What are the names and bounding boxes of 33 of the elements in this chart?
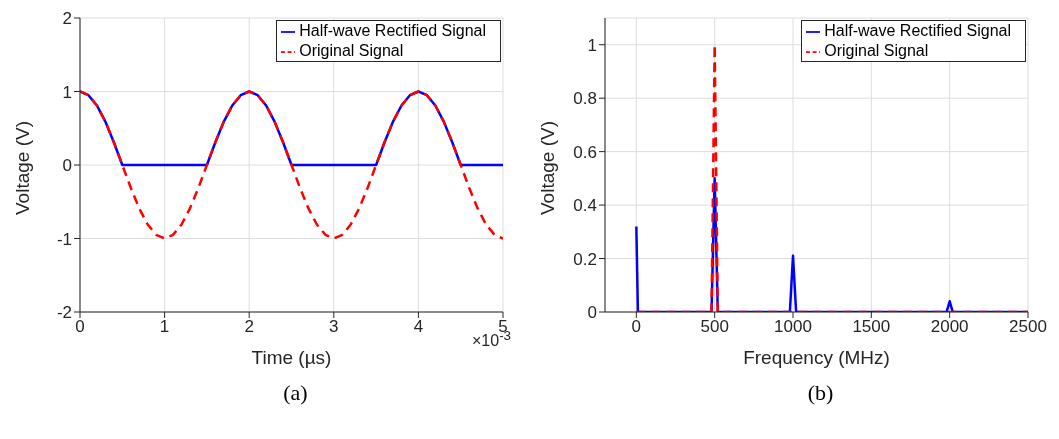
y-tick-label: 0 <box>62 156 72 176</box>
x-axis-title: Frequency (MHz) <box>743 347 890 368</box>
y-tick-label: 1 <box>62 82 72 102</box>
text: (a) <box>282 380 309 406</box>
x-tick-label: 500 <box>700 317 729 337</box>
legend-label: Half-wave Rectified Signal <box>299 22 486 39</box>
x-tick-label: 1500 <box>852 317 891 337</box>
text: (b) <box>806 380 835 406</box>
y-tick-label: -1 <box>56 229 72 249</box>
x-tick-label: 2 <box>244 317 254 337</box>
y-tick-label: 0.6 <box>573 142 597 162</box>
x-tick-label: 2000 <box>930 317 969 337</box>
y-tick-label: 0.8 <box>573 89 597 109</box>
y-tick-label: 0.2 <box>573 249 597 269</box>
legend-label: Half-wave Rectified Signal <box>824 22 1011 39</box>
x-tick-label: 0 <box>75 317 85 337</box>
legend-label: Original Signal <box>824 42 929 59</box>
y-tick-label: 1 <box>587 35 597 55</box>
x-axis-title: Time (µs) <box>251 347 332 368</box>
y-axis-title: Voltage (V) <box>11 121 33 215</box>
y-tick-label: 0 <box>587 303 597 323</box>
y-axis-title: Voltage (V) <box>536 121 558 215</box>
x-tick-label: 1 <box>159 317 170 337</box>
x-tick-label: 2500 <box>1009 317 1047 337</box>
x-tick-label: 0 <box>631 317 642 337</box>
x-tick-label: 1000 <box>774 317 812 337</box>
line-series <box>80 90 503 240</box>
y-tick-label: -2 <box>56 303 72 323</box>
y-tick-label: 2 <box>62 9 72 29</box>
x-tick-label: 4 <box>413 317 424 337</box>
legend-label: Original Signal <box>299 42 404 59</box>
x-tick-label: 3 <box>329 317 339 337</box>
y-tick-label: 0.4 <box>573 196 597 216</box>
